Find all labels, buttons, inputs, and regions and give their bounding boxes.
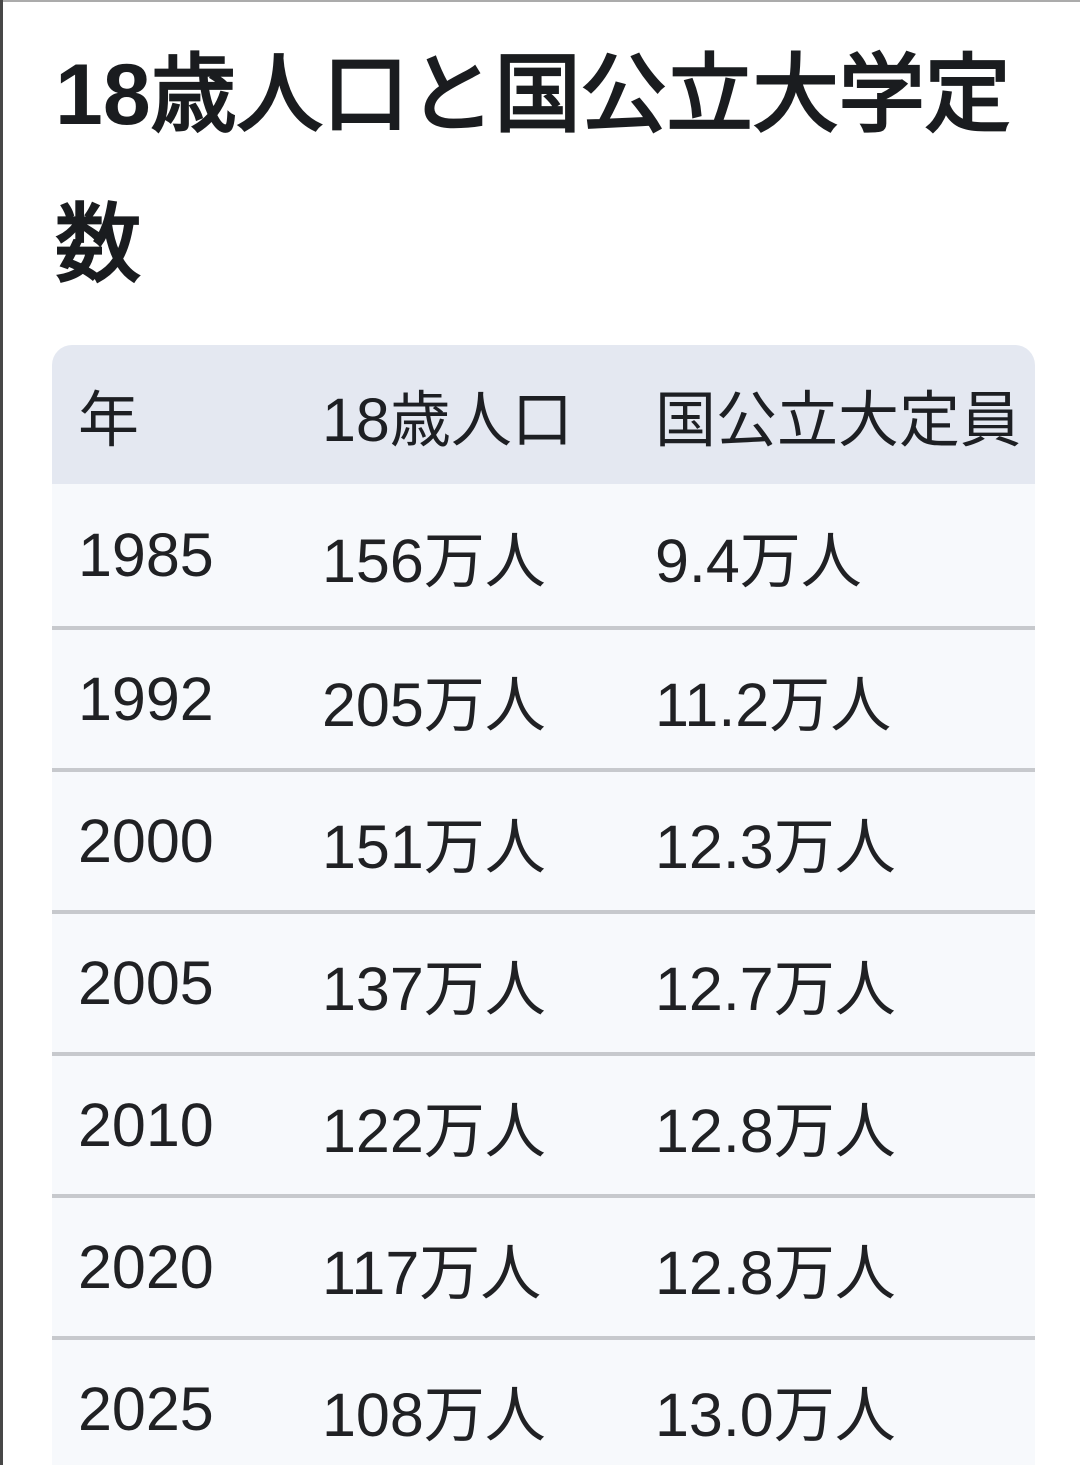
table-cell-capacity: 12.8万人 [655, 1096, 896, 1165]
table-cell-capacity: 12.7万人 [655, 954, 896, 1023]
table-cell-year: 2020 [78, 1233, 214, 1301]
table-cell-year: 1985 [78, 521, 214, 589]
table-cell-capacity: 12.3万人 [655, 812, 896, 881]
screen-top-border [0, 0, 1080, 2]
table-row: 2010 122万人 12.8万人 [52, 1052, 1035, 1194]
table-row: 2020 117万人 12.8万人 [52, 1194, 1035, 1336]
table-cell-population: 156万人 [322, 526, 546, 595]
table-cell-population: 151万人 [322, 812, 546, 881]
table-cell-capacity: 13.0万人 [655, 1380, 896, 1449]
table-cell-year: 2005 [78, 949, 214, 1017]
content-area: 18歳人口と国公立大学定数 年 18歳人口 国公立大定員 1985 156万人 … [52, 20, 1037, 1465]
table-row: 1992 205万人 11.2万人 [52, 626, 1035, 768]
table-cell-population: 108万人 [322, 1380, 546, 1449]
table-cell-population: 117万人 [322, 1238, 542, 1307]
table-cell-year: 2000 [78, 807, 214, 875]
table-row: 2005 137万人 12.7万人 [52, 910, 1035, 1052]
table-row: 1985 156万人 9.4万人 [52, 484, 1035, 626]
table-header-row: 年 18歳人口 国公立大定員 [52, 345, 1035, 484]
table-cell-population: 122万人 [322, 1096, 546, 1165]
table-cell-capacity: 11.2万人 [655, 670, 892, 739]
header-cell-year: 年 [78, 386, 140, 454]
table-cell-population: 137万人 [322, 954, 546, 1023]
table-cell-capacity: 9.4万人 [655, 526, 862, 595]
table-cell-capacity: 12.8万人 [655, 1238, 896, 1307]
screen-left-border [0, 0, 3, 1465]
page-title: 18歳人口と国公立大学定数 [55, 47, 1011, 293]
table-cell-year: 2010 [78, 1091, 214, 1159]
table-row: 2025 108万人 13.0万人 [52, 1336, 1035, 1465]
table-row: 2000 151万人 12.3万人 [52, 768, 1035, 910]
header-cell-capacity: 国公立大定員 [655, 386, 1022, 454]
table-cell-year: 2025 [78, 1375, 214, 1443]
table-cell-population: 205万人 [322, 670, 546, 739]
header-cell-population: 18歳人口 [322, 386, 573, 454]
population-capacity-table: 年 18歳人口 国公立大定員 1985 156万人 9.4万人 1992 205… [52, 345, 1035, 1465]
table-cell-year: 1992 [78, 665, 214, 733]
